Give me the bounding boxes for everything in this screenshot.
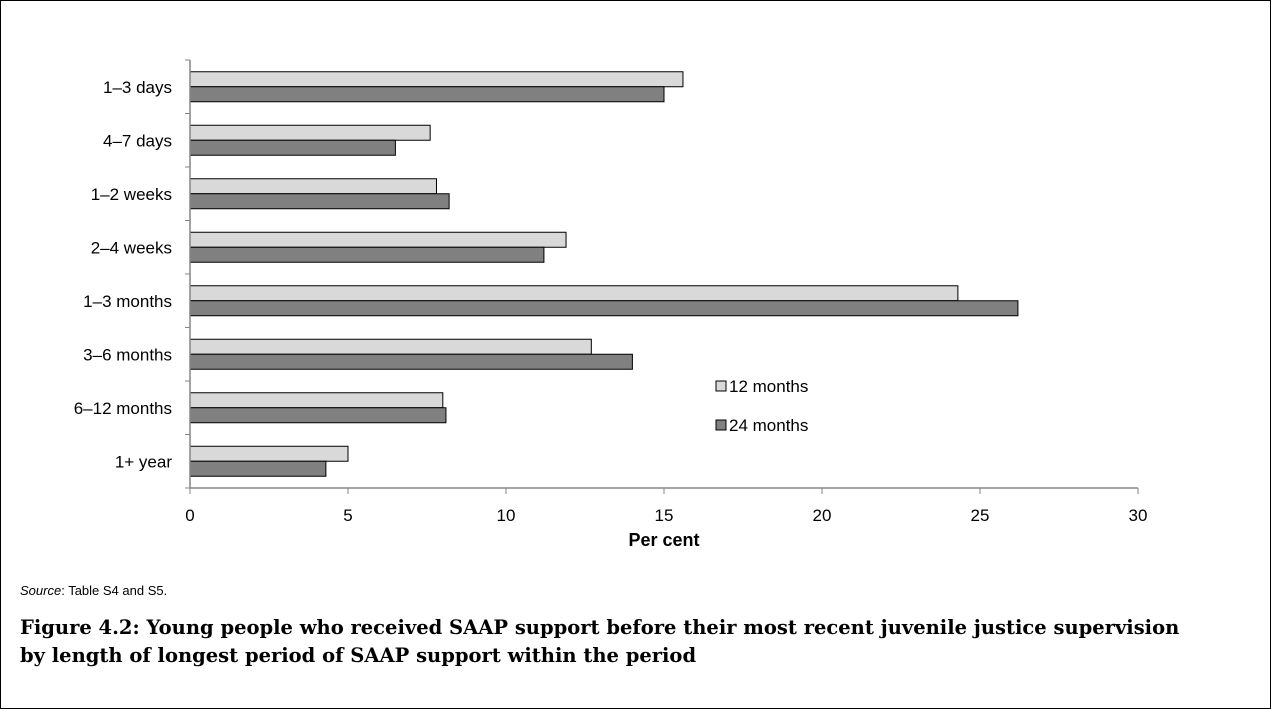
y-tick-label: 4–7 days (103, 131, 172, 150)
bar-chart: 1–3 days 4–7 days 1–2 weeks 2–4 weeks 1–3 mo… (74, 59, 1148, 550)
legend-swatch-24-months (715, 419, 727, 431)
bar-12-months (189, 71, 684, 88)
legend-label-24-months: 24 months (729, 416, 808, 435)
y-tick-label: 1–2 weeks (91, 185, 172, 204)
bars-layer (189, 71, 1019, 477)
bar-24-months (189, 300, 1019, 317)
bar-12-months (189, 124, 431, 141)
bar-12-months (189, 178, 437, 195)
x-tick-label: 0 (185, 506, 194, 525)
y-tick-label: 1–3 months (83, 292, 172, 311)
y-tick-label: 2–4 weeks (91, 238, 172, 257)
bar-12-months (189, 338, 592, 355)
x-tick-label: 15 (655, 506, 674, 525)
bar-24-months (189, 193, 450, 210)
x-axis-title: Per cent (628, 530, 699, 550)
source-note: Source: Table S4 and S5. (20, 583, 167, 598)
bar-12-months (189, 285, 959, 302)
source-text: : Table S4 and S5. (61, 583, 168, 598)
bar-24-months (189, 407, 447, 424)
x-tick-label: 25 (971, 506, 990, 525)
bar-24-months (189, 139, 396, 156)
bar-12-months (189, 392, 444, 409)
y-tick-label: 6–12 months (74, 399, 172, 418)
y-tick-label: 1–3 days (103, 78, 172, 97)
bar-24-months (189, 460, 327, 477)
y-tick-label: 1+ year (115, 452, 173, 471)
axes-layer: 1–3 days 4–7 days 1–2 weeks 2–4 weeks 1–3 mo… (74, 59, 1148, 550)
x-tick-label: 30 (1129, 506, 1148, 525)
bar-24-months (189, 246, 545, 263)
bar-12-months (189, 445, 349, 462)
bar-24-months (189, 86, 665, 103)
x-tick-label: 10 (497, 506, 516, 525)
bar-12-months (189, 231, 567, 248)
x-tick-label: 5 (343, 506, 352, 525)
y-tick-label: 3–6 months (83, 345, 172, 364)
legend-label-12-months: 12 months (729, 377, 808, 396)
figure-caption: Figure 4.2: Young people who received SA… (20, 616, 1180, 667)
bar-24-months (189, 353, 633, 370)
legend-swatch-12-months (715, 380, 727, 392)
legend: 12 months 24 months (715, 377, 808, 435)
x-tick-label: 20 (813, 506, 832, 525)
source-label: Source (20, 583, 62, 598)
